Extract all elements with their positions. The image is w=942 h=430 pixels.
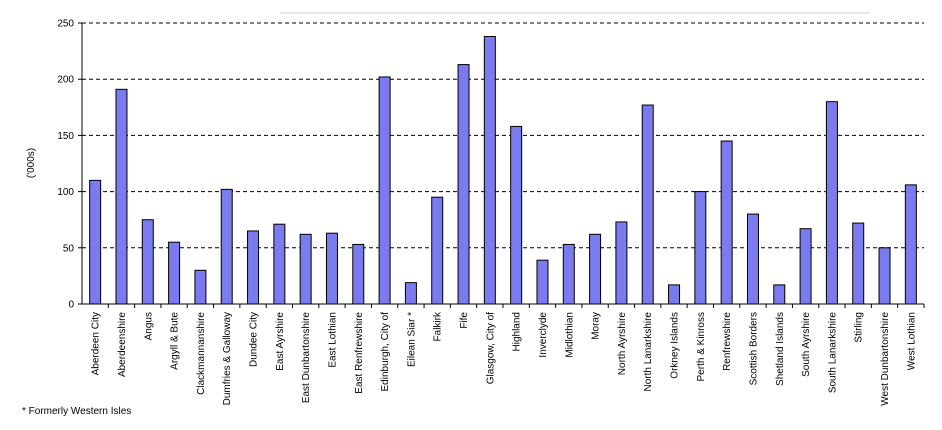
bar (589, 233, 602, 305)
x-tick-label: Dumfries & Galloway (222, 312, 233, 405)
x-tick-label: South Ayrshire (801, 312, 812, 377)
bar (168, 241, 181, 305)
y-tick-label: 250 (57, 19, 74, 30)
x-tick-label: Midlothian (564, 312, 575, 358)
x-tick-label: Stirling (854, 312, 865, 343)
x-tick-labels: Aberdeen City Aberdeenshire Angus Argyll & … (91, 311, 918, 406)
x-tick-label: Inverclyde (538, 312, 549, 358)
x-tick-label: Moray (591, 312, 602, 340)
bar (89, 179, 102, 305)
bar (141, 219, 154, 305)
footnote: * Formerly Western Isles (22, 406, 132, 417)
bar (641, 104, 654, 305)
bar (457, 64, 470, 305)
bar (878, 247, 891, 305)
x-tick-label: Shetland Islands (775, 312, 786, 386)
x-tick-label: Aberdeen City (91, 312, 102, 375)
bar (852, 222, 865, 305)
bar (404, 282, 417, 305)
bar (825, 101, 838, 305)
x-tick-label: Dundee City (249, 312, 260, 367)
bar (562, 243, 575, 305)
bar (378, 76, 391, 305)
bar (431, 196, 444, 305)
axes (78, 12, 925, 308)
x-tick-label: East Ayrshire (275, 312, 286, 371)
y-axis-label: ('000s) (26, 148, 37, 178)
x-tick-label: South Lanarkshire (827, 312, 838, 394)
bar (299, 233, 312, 305)
x-tick-label: Orkney Islands (670, 312, 681, 379)
x-tick-label: Edinburgh, City of (380, 312, 391, 392)
y-tick-label: 50 (63, 243, 75, 254)
bar (904, 184, 917, 305)
bar (746, 213, 759, 305)
bar (194, 269, 207, 305)
bar (615, 221, 628, 305)
bar (483, 35, 496, 305)
x-tick-label: East Lothian (327, 312, 338, 368)
bar (668, 284, 681, 305)
x-tick-label: North Ayrshire (617, 312, 628, 376)
x-tick-label: North Lanarkshire (643, 312, 654, 392)
x-tick-label: East Dunbartonshire (301, 312, 312, 404)
bar (325, 232, 338, 305)
x-tick-label: Glasgow, City of (485, 312, 496, 384)
y-tick-labels: 0 50 100 150 200 250 (57, 19, 74, 311)
y-tick-label: 100 (57, 187, 74, 198)
bars (89, 35, 917, 305)
x-tick-label: East Renfrewshire (354, 312, 365, 394)
y-tick-label: 150 (57, 131, 74, 142)
x-tick-label: Eilean Siar * (406, 312, 417, 367)
x-tick-label: West Dunbartonshire (880, 312, 891, 406)
x-tick-label: Argyll & Bute (170, 312, 181, 370)
x-tick-label: West Lothian (906, 312, 917, 370)
x-tick-label: Clackmannanshire (196, 312, 207, 395)
x-tick-label: Perth & Kinross (696, 312, 707, 381)
y-tick-label: 0 (68, 300, 74, 311)
bar (773, 284, 786, 305)
bar (115, 88, 128, 305)
bar (720, 140, 733, 305)
x-tick-label: Renfrewshire (722, 312, 733, 371)
x-tick-label: Highland (512, 312, 523, 351)
bar (352, 243, 365, 305)
gridlines (82, 22, 924, 249)
bar (273, 223, 286, 305)
bar (536, 259, 549, 305)
x-tick-label: Fife (459, 312, 470, 329)
x-tick-label: Falkirk (433, 311, 444, 341)
y-tick-label: 200 (57, 75, 74, 86)
x-tick-label: Scottish Borders (748, 312, 759, 385)
bar (247, 230, 260, 305)
bar (510, 125, 523, 305)
bar (694, 191, 707, 305)
x-tick-label: Aberdeenshire (117, 312, 128, 377)
bar (220, 188, 233, 305)
x-tick-label: Angus (143, 312, 154, 340)
bar (799, 228, 812, 305)
